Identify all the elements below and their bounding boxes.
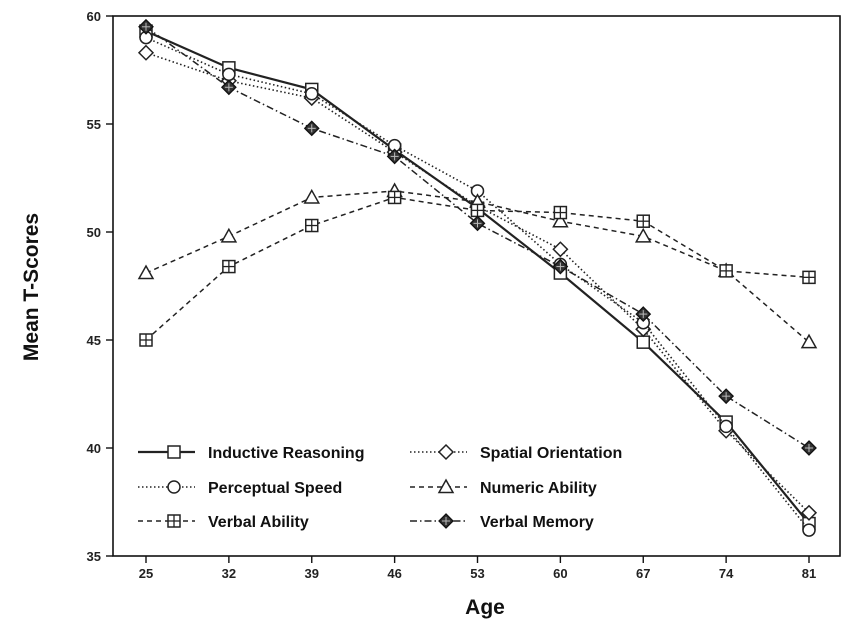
y-tick-label: 45 [87, 333, 101, 348]
data-point [553, 205, 568, 220]
data-point [802, 523, 816, 537]
data-point [305, 87, 319, 101]
y-tick-label: 40 [87, 441, 101, 456]
data-point [387, 190, 402, 205]
data-point [802, 270, 816, 285]
legend-item: Numeric Ability [410, 478, 597, 497]
x-tick-label: 32 [222, 566, 236, 581]
legend-marker [437, 443, 455, 461]
x-axis-title: Age [465, 596, 505, 619]
data-point [635, 306, 652, 322]
data-point [800, 333, 818, 349]
legend-item: Verbal Memory [410, 513, 594, 531]
legend-marker [167, 480, 181, 494]
legend-label: Verbal Memory [480, 514, 594, 531]
legend-marker [437, 478, 455, 494]
data-point [222, 67, 236, 82]
x-tick-label: 60 [553, 566, 567, 581]
data-point [800, 504, 818, 521]
x-tick-label: 81 [802, 566, 816, 581]
y-tick-label: 60 [87, 9, 101, 24]
data-point [386, 148, 403, 165]
y-axis-title: Mean T-Scores [20, 213, 43, 361]
series-verbal-ability [139, 190, 816, 347]
data-point [222, 259, 236, 274]
x-tick-label: 74 [719, 566, 734, 581]
data-point [552, 258, 569, 275]
legend-item: Perceptual Speed [138, 480, 342, 497]
x-tick-label: 46 [387, 566, 401, 581]
x-tick-label: 39 [305, 566, 319, 581]
legend-item: Spatial Orientation [410, 443, 622, 462]
data-point [137, 44, 155, 61]
legend-label: Perceptual Speed [208, 480, 342, 497]
data-point [719, 264, 733, 278]
legend-label: Numeric Ability [480, 480, 597, 497]
y-tick-label: 35 [87, 549, 101, 564]
data-point [303, 188, 321, 204]
data-point [470, 203, 485, 218]
data-point [719, 419, 733, 434]
data-point [137, 264, 155, 280]
plot-frame [112, 15, 841, 557]
series-verbal-memory [138, 18, 817, 456]
legend-marker [438, 513, 454, 529]
y-tick-label: 55 [87, 117, 101, 132]
legend-item: Inductive Reasoning [138, 445, 364, 462]
data-point [303, 120, 320, 137]
legend-label: Verbal Ability [208, 514, 309, 531]
data-point [138, 18, 154, 35]
series-line [145, 190, 810, 343]
data-point [139, 333, 153, 347]
series-line [145, 196, 810, 341]
axes: 35 40 45 50 55 60 25 32 39 46 53 60 67 74 81 [87, 9, 841, 581]
data-point [718, 388, 735, 405]
series-line [145, 26, 810, 449]
data-point [552, 241, 569, 258]
data-point [636, 335, 650, 349]
data-point [469, 215, 486, 232]
series-group [137, 18, 818, 537]
legend-label: Spatial Orientation [480, 445, 622, 462]
legend-marker [167, 514, 181, 528]
series-line [145, 36, 810, 531]
legend: Inductive Reasoning Spatial Orientation Pe… [138, 443, 622, 531]
data-point [220, 79, 237, 96]
x-tick-label: 67 [636, 566, 650, 581]
legend-item: Verbal Ability [138, 514, 309, 531]
data-point [636, 214, 650, 228]
series-line [145, 51, 810, 514]
x-tick-label: 25 [139, 566, 153, 581]
x-tick-label: 53 [470, 566, 484, 581]
data-point [220, 227, 238, 243]
legend-label: Inductive Reasoning [208, 445, 364, 462]
data-point [305, 218, 319, 233]
legend-marker [167, 445, 181, 459]
data-point [801, 440, 817, 456]
data-point [552, 212, 569, 228]
y-tick-label: 50 [87, 225, 101, 240]
data-point [634, 227, 652, 243]
